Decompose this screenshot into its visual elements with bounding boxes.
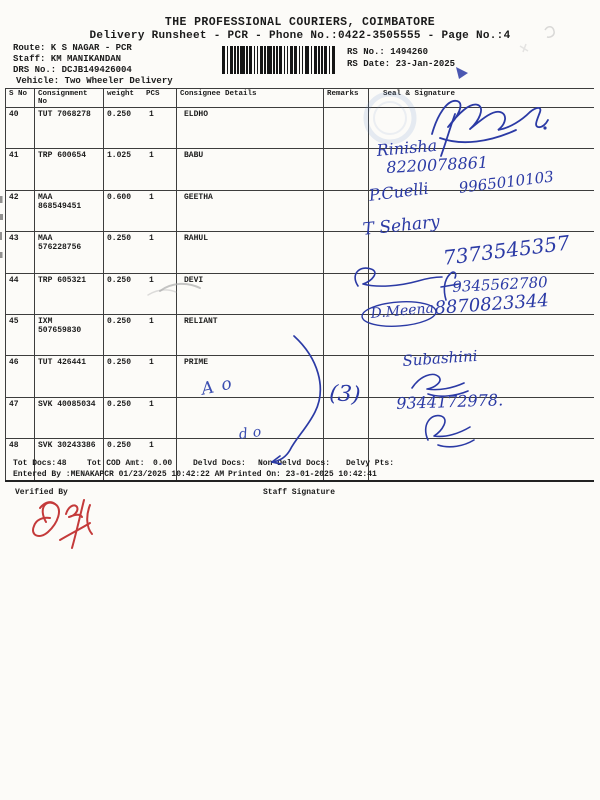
tot-docs-value: 48 <box>57 459 67 468</box>
cell-consignee: BABU <box>176 148 324 191</box>
table-row: 45 IXM 507659830 0.250 1 RELIANT <box>5 313 594 357</box>
cell-consignee: PRIME <box>176 355 324 398</box>
cell-weight-pcs: 0.250 1 <box>103 272 177 315</box>
cell-remarks <box>323 396 369 440</box>
cell-consignment: TUT 7068278 <box>34 106 104 150</box>
table-row: 46 TUT 426441 0.250 1 PRIME <box>5 355 594 398</box>
table-row: 48 SVK 30243386 0.250 1 <box>5 438 594 482</box>
cell-seal <box>368 313 594 357</box>
cell-weight-pcs: 0.600 1 <box>103 189 177 233</box>
rs-date-field: RS Date: 23-Jan-2025 <box>347 59 456 69</box>
tot-docs-label: Tot Docs: <box>13 459 57 468</box>
cell-remarks <box>323 189 369 233</box>
col-header-seal: Seal & Signature <box>368 88 594 108</box>
table-row: 42 MAA 868549451 0.600 1 GEETHA <box>5 189 594 233</box>
cod-value: 0.00 <box>153 459 173 468</box>
col-header-consignment: Consignment No <box>34 88 104 108</box>
cell-weight-pcs: 0.250 1 <box>103 313 177 357</box>
table-row: 47 SVK 40085034 0.250 1 <box>5 396 594 440</box>
verified-by-label: Verified By <box>15 488 68 497</box>
col-header-weight-pcs: weight PCS <box>103 88 177 108</box>
barcode <box>222 46 335 74</box>
cell-sno: 47 <box>5 396 35 440</box>
staff-signature-label: Staff Signature <box>263 488 336 497</box>
cell-sno: 40 <box>5 106 35 150</box>
cell-sno: 41 <box>5 148 35 191</box>
cell-remarks <box>323 148 369 191</box>
page-title: THE PROFESSIONAL COURIERS, COIMBATORE <box>164 16 436 29</box>
table-row: 40 TUT 7068278 0.250 1 ELDHO <box>5 106 594 150</box>
table-header-row: S No Consignment No weight PCS Consignee … <box>5 88 594 108</box>
cell-seal <box>368 438 594 482</box>
cell-consignee: ELDHO <box>176 106 324 150</box>
cell-consignment: MAA 576228756 <box>34 231 104 274</box>
cell-seal <box>368 272 594 315</box>
cell-weight-pcs: 0.250 1 <box>103 355 177 398</box>
cell-sno: 42 <box>5 189 35 233</box>
col-header-sno: S No <box>5 88 35 108</box>
cell-weight-pcs: 1.025 1 <box>103 148 177 191</box>
cell-seal <box>368 106 594 150</box>
cell-consignment: TRP 600654 <box>34 148 104 191</box>
cell-seal <box>368 355 594 398</box>
cell-remarks <box>323 272 369 315</box>
col-header-consignee: Consignee Details <box>176 88 324 108</box>
cell-consignee: RELIANT <box>176 313 324 357</box>
cell-seal <box>368 231 594 274</box>
table-row: 43 MAA 576228756 0.250 1 RAHUL <box>5 231 594 274</box>
drs-no-field: DRS No.: DCJB149426004 <box>13 65 132 75</box>
cell-weight-pcs: 0.250 1 <box>103 438 177 482</box>
runsheet-table: S No Consignment No weight PCS Consignee … <box>5 88 594 482</box>
cell-remarks <box>323 231 369 274</box>
cell-remarks <box>323 355 369 398</box>
cell-weight-pcs: 0.250 1 <box>103 396 177 440</box>
cell-remarks <box>323 438 369 482</box>
verified-by-signature <box>32 499 93 549</box>
cell-sno: 44 <box>5 272 35 315</box>
route-field: Route: K S NAGAR - PCR <box>13 43 132 53</box>
cell-consignment: MAA 868549451 <box>34 189 104 233</box>
cell-consignment: TUT 426441 <box>34 355 104 398</box>
cell-weight-pcs: 0.250 1 <box>103 231 177 274</box>
cell-seal <box>368 189 594 233</box>
page-subtitle: Delivery Runsheet - PCR - Phone No.:0422… <box>89 30 511 42</box>
cell-consignment: SVK 40085034 <box>34 396 104 440</box>
cell-remarks <box>323 106 369 150</box>
cell-consignee: GEETHA <box>176 189 324 233</box>
cell-consignee: RAHUL <box>176 231 324 274</box>
cell-consignee <box>176 396 324 440</box>
cell-sno: 48 <box>5 438 35 482</box>
printed-on-line: Printed On: 23-01-2025 10:42:41 <box>228 470 377 479</box>
cell-consignee: DEVI <box>176 272 324 315</box>
cell-weight-pcs: 0.250 1 <box>103 106 177 150</box>
cell-sno: 45 <box>5 313 35 357</box>
table-row: 44 TRP 605321 0.250 1 DEVI <box>5 272 594 315</box>
delvy-pts-label: Delvy Pts: <box>346 459 395 468</box>
col-header-remarks: Remarks <box>323 88 369 108</box>
non-delvd-docs-label: Non Delvd Docs: <box>258 459 331 468</box>
rs-no-field: RS No.: 1494260 <box>347 47 429 57</box>
pen-arrow-mark <box>456 67 468 79</box>
delvd-docs-label: Delvd Docs: <box>193 459 246 468</box>
cell-seal <box>368 396 594 440</box>
table-row: 41 TRP 600654 1.025 1 BABU <box>5 148 594 191</box>
cod-label: Tot COD Amt: <box>87 459 145 468</box>
vehicle-field: Vehicle: Two Wheeler Delivery <box>16 76 173 86</box>
cell-consignment: TRP 605321 <box>34 272 104 315</box>
cell-sno: 46 <box>5 355 35 398</box>
cell-remarks <box>323 313 369 357</box>
cell-seal <box>368 148 594 191</box>
cell-sno: 43 <box>5 231 35 274</box>
entered-by-line: Entered By :MENAKAPCR 01/23/2025 10:42:2… <box>13 470 225 479</box>
cell-consignment: IXM 507659830 <box>34 313 104 357</box>
staff-field: Staff: KM MANIKANDAN <box>13 54 122 64</box>
